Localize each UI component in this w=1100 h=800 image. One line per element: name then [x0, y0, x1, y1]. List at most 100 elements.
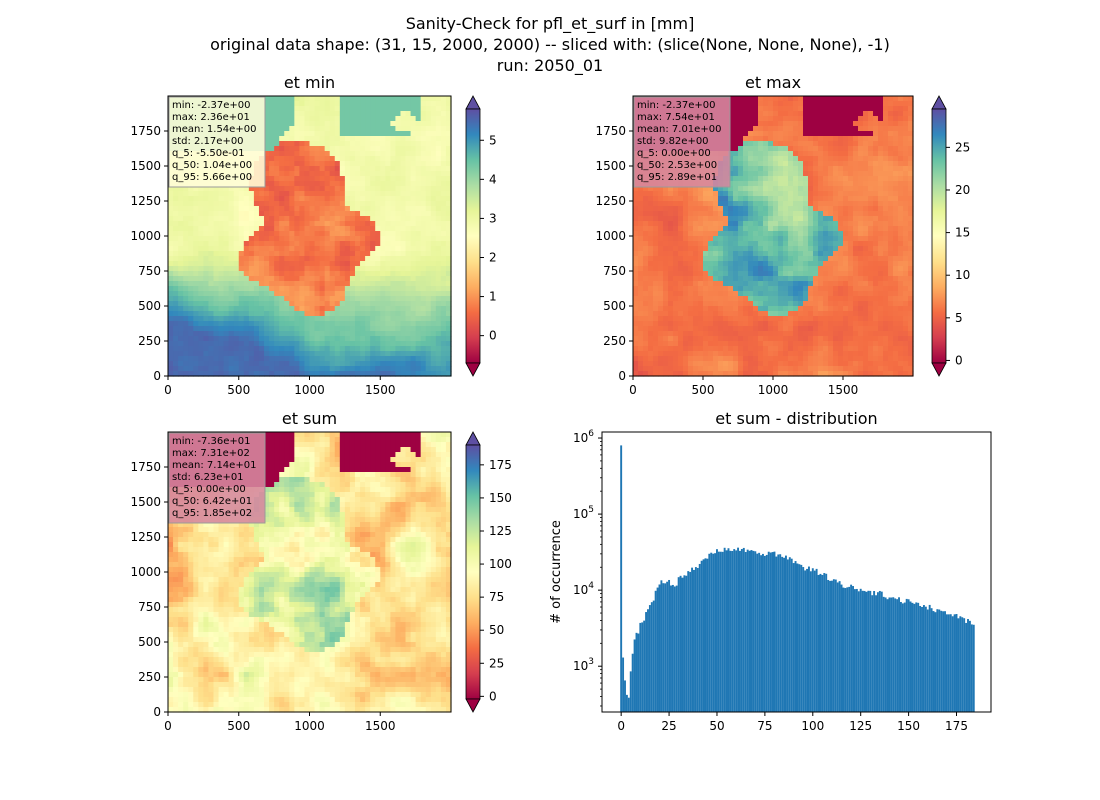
heatmap-cell	[329, 246, 336, 252]
heatmap-cell	[269, 111, 275, 117]
heatmap-cell	[203, 366, 210, 372]
heatmap-cell	[274, 251, 280, 257]
heatmap-cell	[375, 216, 381, 222]
heatmap-cell	[848, 206, 854, 212]
heatmap-cell	[380, 286, 386, 292]
heatmap-cell	[233, 201, 240, 207]
heatmap-cell	[269, 96, 275, 102]
heatmap-cell	[324, 181, 331, 187]
heatmap-cell	[294, 131, 300, 137]
heatmap-cell	[693, 231, 699, 237]
heatmap-cell	[768, 226, 774, 232]
heatmap-cell	[405, 171, 412, 177]
heatmap-cell	[738, 166, 744, 172]
heatmap-cell	[833, 246, 839, 252]
heatmap-cell	[848, 116, 854, 122]
heatmap-cell	[314, 276, 321, 282]
heatmap-cell	[395, 106, 402, 112]
heatmap-cell	[898, 241, 904, 247]
heatmap-cell	[193, 196, 199, 202]
heatmap-cell	[324, 211, 331, 217]
heatmap-cell	[435, 156, 442, 162]
heatmap-cell	[668, 206, 674, 212]
heatmap-cell	[289, 116, 295, 122]
heatmap-cell	[380, 331, 386, 337]
heatmap-cell	[903, 186, 909, 192]
heatmap-cell	[339, 206, 346, 212]
heatmap-cell	[258, 261, 265, 267]
heatmap-cell	[823, 121, 829, 127]
heatmap-cell	[708, 196, 714, 202]
heatmap-cell	[344, 246, 351, 252]
heatmap-cell	[753, 146, 759, 152]
heatmap-cell	[228, 221, 235, 227]
heatmap-cell	[793, 96, 799, 102]
heatmap-cell	[758, 201, 764, 207]
heatmap-cell	[228, 321, 235, 327]
heatmap-cell	[863, 106, 869, 112]
heatmap-cell	[783, 141, 789, 147]
heatmap-cell	[304, 171, 311, 177]
heatmap-cell	[279, 111, 285, 117]
heatmap-cell	[395, 321, 402, 327]
heatmap-cell	[683, 206, 689, 212]
heatmap-cell	[683, 231, 689, 237]
heatmap-cell	[893, 151, 899, 157]
heatmap-cell	[304, 151, 311, 157]
heatmap-cell	[863, 126, 869, 132]
heatmap-cell	[888, 106, 894, 112]
heatmap-cell	[304, 101, 311, 107]
heatmap-cell	[319, 341, 326, 347]
heatmap-cell	[688, 226, 694, 232]
heatmap-cell	[294, 251, 300, 257]
heatmap-cell	[238, 286, 245, 292]
heatmap-cell	[390, 336, 397, 342]
heatmap-cell	[693, 216, 699, 222]
heatmap-cell	[178, 301, 184, 307]
heatmap-cell	[319, 241, 326, 247]
heatmap-cell	[380, 131, 386, 137]
heatmap-cell	[349, 276, 356, 282]
heatmap-cell	[648, 221, 654, 227]
heatmap-cell	[183, 256, 189, 262]
heatmap-cell	[294, 326, 300, 332]
heatmap-cell	[903, 216, 909, 222]
heatmap-cell	[380, 106, 386, 112]
heatmap-cell	[243, 186, 250, 192]
heatmap-cell	[753, 206, 759, 212]
heatmap-cell	[748, 171, 754, 177]
heatmap-cell	[863, 186, 869, 192]
heatmap-cell	[274, 366, 280, 372]
heatmap-cell	[370, 141, 376, 147]
heatmap-cell	[349, 131, 356, 137]
heatmap-cell	[334, 141, 341, 147]
heatmap-cell	[360, 316, 366, 322]
heatmap-cell	[253, 266, 260, 272]
heatmap-cell	[299, 211, 306, 217]
heatmap-cell	[395, 141, 402, 147]
heatmap-cell	[299, 326, 306, 332]
heatmap-cell	[793, 171, 799, 177]
heatmap-cell	[778, 231, 784, 237]
heatmap-cell	[390, 241, 397, 247]
heatmap-cell	[823, 156, 829, 162]
heatmap-cell	[339, 266, 346, 272]
heatmap-cell	[168, 226, 174, 232]
heatmap-cell	[838, 141, 844, 147]
heatmap-cell	[269, 126, 275, 132]
heatmap-cell	[238, 281, 245, 287]
heatmap-cell	[853, 131, 859, 137]
heatmap-cell	[289, 246, 295, 252]
heatmap-cell	[813, 196, 819, 202]
heatmap-cell	[425, 241, 432, 247]
heatmap-cell	[420, 136, 427, 142]
heatmap-cell	[294, 351, 300, 357]
heatmap-cell	[213, 211, 220, 217]
heatmap-cell	[274, 156, 280, 162]
heatmap-cell	[848, 196, 854, 202]
heatmap-cell	[420, 331, 427, 337]
heatmap-cell	[349, 351, 356, 357]
heatmap-cell	[284, 291, 290, 297]
heatmap-cell	[813, 226, 819, 232]
heatmap-cell	[410, 171, 417, 177]
